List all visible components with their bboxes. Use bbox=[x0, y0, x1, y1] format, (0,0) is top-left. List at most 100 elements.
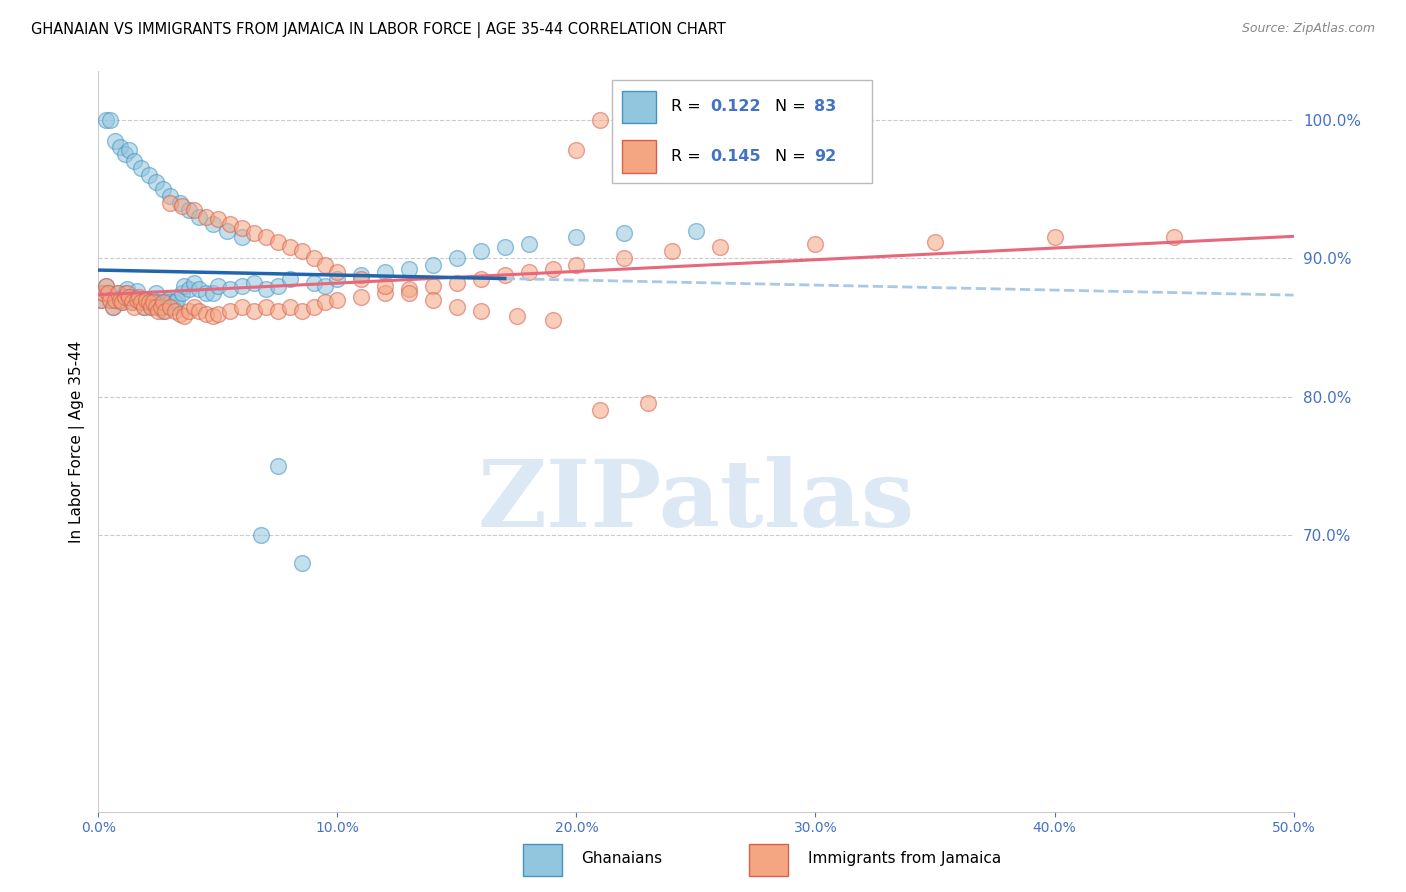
Point bbox=[446, 251, 468, 265]
Point bbox=[470, 303, 492, 318]
Point bbox=[142, 295, 165, 310]
Point bbox=[446, 276, 468, 290]
Point bbox=[118, 290, 141, 304]
Point bbox=[149, 300, 172, 314]
Point bbox=[494, 268, 516, 282]
Point bbox=[195, 306, 218, 320]
Point bbox=[121, 295, 143, 310]
Point bbox=[145, 285, 167, 300]
Text: N =: N = bbox=[776, 149, 806, 164]
Point bbox=[172, 198, 194, 212]
Point bbox=[179, 282, 201, 296]
Point bbox=[1163, 230, 1185, 244]
Point bbox=[398, 262, 420, 277]
Point bbox=[111, 295, 134, 310]
Point bbox=[243, 303, 266, 318]
Point bbox=[94, 112, 117, 127]
FancyBboxPatch shape bbox=[621, 140, 655, 173]
FancyBboxPatch shape bbox=[621, 91, 655, 123]
Point bbox=[94, 278, 117, 293]
Point bbox=[470, 272, 492, 286]
Point bbox=[173, 278, 195, 293]
Point bbox=[326, 293, 349, 307]
Point bbox=[243, 276, 266, 290]
Point bbox=[104, 293, 127, 307]
Point bbox=[291, 303, 314, 318]
Point bbox=[145, 300, 167, 314]
Point bbox=[114, 147, 136, 161]
Text: 0.145: 0.145 bbox=[710, 149, 761, 164]
Point bbox=[135, 293, 157, 307]
Text: GHANAIAN VS IMMIGRANTS FROM JAMAICA IN LABOR FORCE | AGE 35-44 CORRELATION CHART: GHANAIAN VS IMMIGRANTS FROM JAMAICA IN L… bbox=[31, 22, 725, 38]
Point bbox=[183, 300, 205, 314]
Point bbox=[131, 295, 153, 310]
Point bbox=[166, 293, 188, 307]
Point bbox=[163, 295, 186, 310]
Text: 0.122: 0.122 bbox=[710, 99, 761, 114]
Point bbox=[637, 396, 659, 410]
Text: ZIPatlas: ZIPatlas bbox=[478, 456, 914, 546]
Point bbox=[156, 293, 179, 307]
Text: Ghanaians: Ghanaians bbox=[581, 851, 662, 866]
Point bbox=[139, 300, 162, 314]
FancyBboxPatch shape bbox=[523, 844, 562, 876]
Point bbox=[302, 300, 325, 314]
Point bbox=[278, 272, 301, 286]
Point bbox=[149, 300, 172, 314]
Point bbox=[541, 313, 564, 327]
Point bbox=[661, 244, 683, 259]
Point bbox=[125, 285, 148, 299]
Point bbox=[517, 237, 540, 252]
Point bbox=[254, 300, 277, 314]
Point bbox=[138, 295, 160, 310]
Point bbox=[202, 217, 225, 231]
Point bbox=[172, 285, 194, 300]
Point bbox=[685, 223, 707, 237]
Point bbox=[108, 293, 131, 307]
Point bbox=[187, 282, 209, 296]
Point bbox=[169, 195, 191, 210]
Point bbox=[183, 276, 205, 290]
Point bbox=[91, 285, 114, 300]
Point bbox=[446, 300, 468, 314]
Point bbox=[104, 293, 127, 307]
Point bbox=[162, 300, 184, 314]
Text: 83: 83 bbox=[814, 99, 837, 114]
Y-axis label: In Labor Force | Age 35-44: In Labor Force | Age 35-44 bbox=[69, 341, 84, 542]
Point bbox=[163, 303, 186, 318]
Point bbox=[350, 272, 373, 286]
Point bbox=[613, 251, 636, 265]
Point bbox=[179, 303, 201, 318]
Point bbox=[97, 285, 120, 300]
Point bbox=[250, 528, 273, 542]
Point bbox=[124, 154, 146, 169]
Point bbox=[195, 285, 218, 300]
Point bbox=[207, 212, 229, 227]
Point bbox=[142, 293, 165, 307]
Point bbox=[267, 235, 290, 249]
Point bbox=[108, 293, 131, 307]
Point bbox=[155, 303, 177, 318]
Point bbox=[90, 293, 112, 307]
Point bbox=[267, 458, 290, 473]
Point bbox=[145, 175, 167, 189]
Point bbox=[267, 303, 290, 318]
Point bbox=[589, 112, 612, 127]
Point bbox=[159, 295, 181, 310]
Point bbox=[219, 282, 242, 296]
Point bbox=[115, 285, 138, 300]
Point bbox=[114, 290, 136, 304]
Point bbox=[202, 285, 225, 300]
Point bbox=[121, 295, 143, 310]
Point bbox=[108, 140, 131, 154]
Point bbox=[506, 310, 529, 324]
Point bbox=[231, 220, 253, 235]
Point bbox=[104, 134, 127, 148]
FancyBboxPatch shape bbox=[749, 844, 789, 876]
Point bbox=[231, 278, 253, 293]
Point bbox=[97, 285, 120, 300]
Point bbox=[202, 310, 225, 324]
Point bbox=[124, 300, 146, 314]
Point bbox=[98, 112, 122, 127]
Text: Source: ZipAtlas.com: Source: ZipAtlas.com bbox=[1241, 22, 1375, 36]
